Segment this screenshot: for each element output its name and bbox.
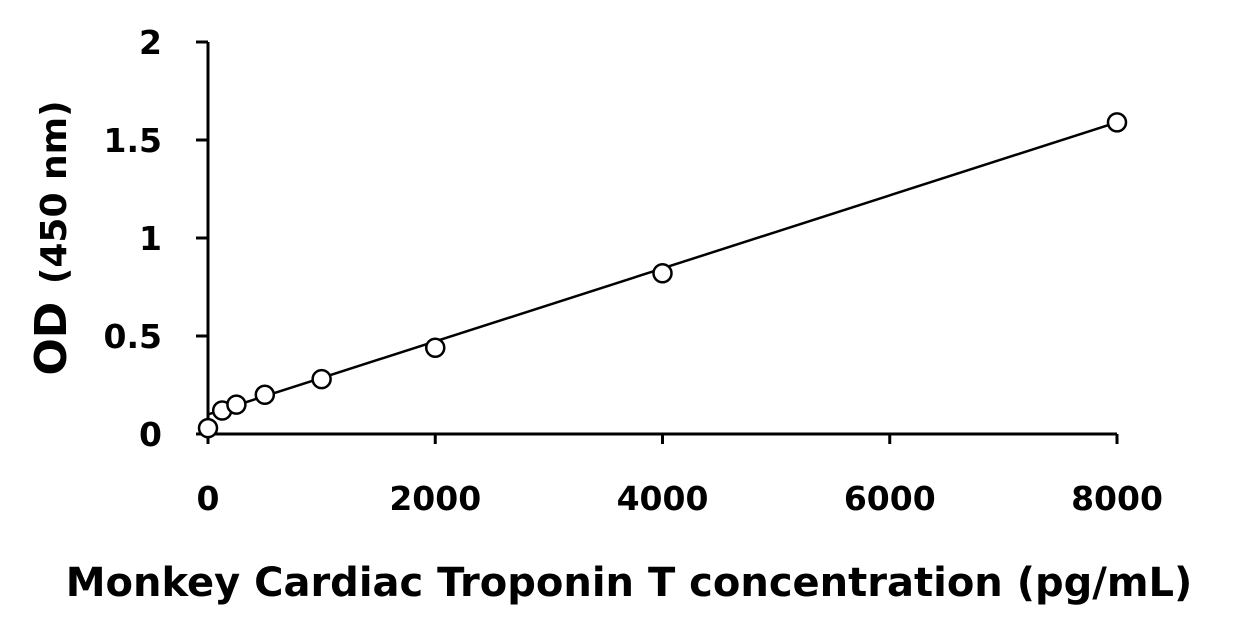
y-tick-label: 0.5 (104, 317, 162, 356)
x-ticks: 0 2000 4000 6000 8000 (197, 434, 1163, 518)
data-point (425, 337, 446, 359)
x-tick-label: 8000 (1071, 479, 1163, 518)
data-points (197, 112, 1128, 439)
x-tick-label: 4000 (617, 479, 709, 518)
y-tick-label: 2 (139, 23, 162, 62)
y-tick-label: 1 (139, 219, 162, 258)
y-axis-title: OD (450 nm) (26, 100, 77, 375)
y-axis-title-unit: (450 nm) (34, 100, 75, 284)
y-tick-label: 1.5 (104, 121, 162, 160)
x-tick-label: 2000 (389, 479, 481, 518)
x-axis-title: Monkey Cardiac Troponin T concentration … (66, 560, 1193, 606)
axes (206, 42, 1117, 436)
y-tick-label: 0 (139, 415, 162, 454)
data-point (226, 394, 247, 415)
data-point (311, 368, 332, 390)
data-point (197, 417, 219, 439)
data-point (254, 384, 276, 406)
data-point (1106, 112, 1128, 133)
y-ticks: 0 0.5 1 1.5 2 (104, 23, 208, 454)
x-tick-label: 6000 (844, 479, 936, 518)
y-axis-title-main: OD (26, 302, 77, 376)
x-tick-label: 0 (197, 479, 220, 518)
data-point (652, 263, 673, 284)
